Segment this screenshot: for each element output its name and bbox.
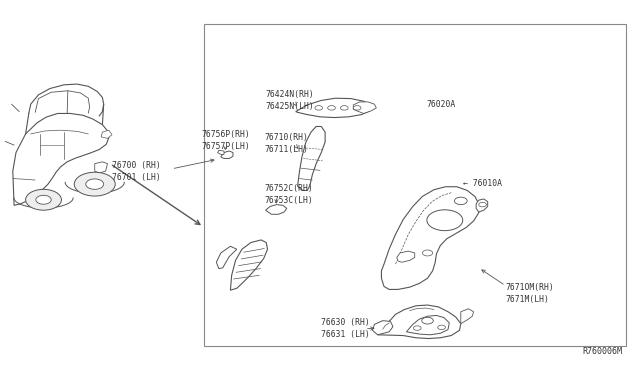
Polygon shape: [378, 305, 461, 339]
Polygon shape: [372, 321, 393, 335]
Text: 76710(RH)
76711(LH): 76710(RH) 76711(LH): [264, 133, 308, 154]
Polygon shape: [101, 130, 112, 138]
Text: 7671OM(RH)
7671M(LH): 7671OM(RH) 7671M(LH): [506, 283, 554, 304]
Circle shape: [479, 202, 486, 207]
Circle shape: [36, 195, 51, 204]
Polygon shape: [296, 98, 371, 118]
Polygon shape: [230, 240, 268, 290]
Circle shape: [328, 106, 335, 110]
Circle shape: [422, 250, 433, 256]
Circle shape: [454, 197, 467, 205]
Polygon shape: [266, 205, 287, 214]
Polygon shape: [13, 113, 109, 205]
Polygon shape: [298, 126, 325, 190]
Circle shape: [340, 106, 348, 110]
Circle shape: [422, 317, 433, 324]
Text: 76020A: 76020A: [426, 100, 456, 109]
Text: R760006M: R760006M: [582, 347, 622, 356]
Polygon shape: [397, 251, 415, 262]
Circle shape: [315, 106, 323, 110]
Polygon shape: [353, 102, 376, 113]
Text: 76700 (RH)
76701 (LH): 76700 (RH) 76701 (LH): [112, 161, 161, 182]
Text: 76630 (RH)
76631 (LH): 76630 (RH) 76631 (LH): [321, 318, 370, 339]
Polygon shape: [381, 187, 479, 289]
Polygon shape: [461, 309, 474, 324]
Circle shape: [74, 172, 115, 196]
Polygon shape: [476, 199, 488, 212]
Polygon shape: [221, 151, 233, 158]
Circle shape: [427, 210, 463, 231]
Circle shape: [438, 325, 445, 330]
Text: ← 76010A: ← 76010A: [463, 179, 502, 187]
Circle shape: [86, 179, 104, 189]
Circle shape: [413, 326, 421, 330]
Polygon shape: [218, 150, 224, 154]
Circle shape: [26, 189, 61, 210]
Text: 76752C(RH)
76753C(LH): 76752C(RH) 76753C(LH): [264, 184, 313, 205]
Circle shape: [353, 106, 361, 110]
Bar: [204, 24, 626, 346]
Polygon shape: [406, 315, 449, 335]
Text: 76756P(RH)
76757P(LH): 76756P(RH) 76757P(LH): [202, 130, 250, 151]
Polygon shape: [95, 162, 108, 173]
Text: 76424N(RH)
76425N(LH): 76424N(RH) 76425N(LH): [266, 90, 314, 111]
Polygon shape: [216, 246, 237, 269]
